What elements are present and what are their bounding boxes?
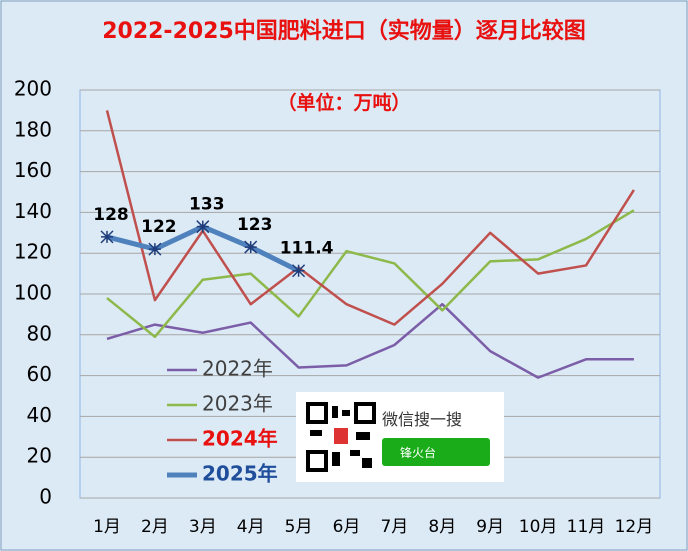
- data-label: 111.4: [280, 239, 334, 259]
- x-tick-label: 4月: [237, 517, 265, 537]
- data-label: 122: [141, 217, 177, 237]
- x-tick-label: 10月: [519, 517, 558, 537]
- data-label: 133: [189, 195, 225, 215]
- chart-subtitle: （单位：万吨）: [277, 92, 411, 114]
- y-tick-label: 160: [14, 158, 52, 182]
- x-tick-label: 8月: [428, 517, 456, 537]
- watermark-text: 锋火台: [400, 446, 437, 460]
- series-line: [106, 209, 635, 339]
- series-line: [105, 110, 635, 326]
- x-tick-label: 11月: [567, 517, 606, 537]
- qr-code: [306, 402, 376, 472]
- star-marker: [100, 230, 114, 244]
- legend-label: 2025年: [202, 462, 278, 486]
- chart-title: 2022-2025中国肥料进口（实物量）逐月比较图: [102, 19, 586, 44]
- y-tick-label: 80: [27, 321, 52, 345]
- series-line: [106, 302, 634, 379]
- star-marker: [148, 242, 162, 256]
- legend-label: 2023年: [202, 392, 273, 416]
- y-tick-label: 180: [14, 117, 52, 141]
- legend-label: 2024年: [202, 427, 278, 451]
- x-tick-label: 9月: [476, 517, 504, 537]
- data-label: 128: [93, 205, 129, 225]
- star-marker: [244, 240, 258, 254]
- watermark: 微信搜一搜 锋火台: [296, 392, 504, 482]
- star-marker: [196, 220, 210, 234]
- x-tick-label: 7月: [380, 517, 408, 537]
- y-tick-label: 0: [39, 485, 52, 509]
- y-tick-label: 20: [27, 444, 52, 468]
- y-tick-label: 40: [27, 403, 52, 427]
- x-tick-label: 6月: [333, 517, 361, 537]
- y-tick-label: 60: [27, 362, 52, 386]
- x-tick-label: 12月: [615, 517, 654, 537]
- y-tick-label: 100: [14, 281, 52, 305]
- x-tick-label: 5月: [285, 517, 313, 537]
- data-label: 123: [237, 215, 273, 235]
- y-tick-label: 120: [14, 240, 52, 264]
- star-marker: [292, 264, 306, 278]
- x-tick-label: 3月: [189, 517, 217, 537]
- watermark-text: 微信搜一搜: [382, 410, 463, 429]
- legend-label: 2022年: [202, 357, 273, 381]
- x-tick-label: 2月: [141, 517, 169, 537]
- y-tick-label: 140: [14, 199, 52, 223]
- y-tick-label: 200: [14, 77, 52, 101]
- x-tick-label: 1月: [93, 517, 121, 537]
- search-box: [382, 438, 490, 466]
